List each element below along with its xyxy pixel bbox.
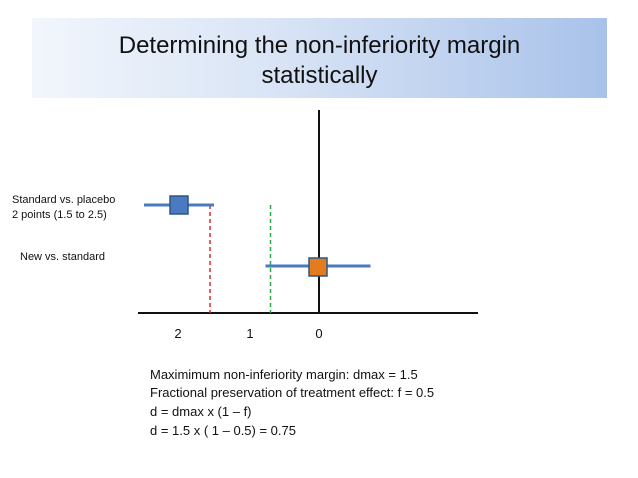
title-banner: Determining the non-inferiority margin s… [32, 18, 607, 98]
formula-d-result: d = 1.5 x ( 1 – 0.5) = 0.75 [150, 423, 296, 438]
formula-d-definition: d = dmax x (1 – f) [150, 404, 252, 419]
row-label-new-vs-standard: New vs. standard [20, 251, 105, 263]
formula-dmax: Maximimum non-inferiority margin: dmax =… [150, 367, 418, 382]
row-label-standard-ci: 2 points (1.5 to 2.5) [12, 209, 107, 221]
x-tick-label-1: 1 [246, 326, 254, 341]
new-vs-standard-estimate-marker [308, 257, 328, 277]
row-label-standard-vs-placebo: Standard vs. placebo [12, 194, 116, 206]
formula-fraction: Fractional preservation of treatment eff… [150, 385, 435, 400]
standard-vs-placebo-estimate-marker [169, 195, 189, 215]
x-tick-label-2: 2 [174, 326, 182, 341]
x-tick-label-0: 0 [315, 326, 323, 341]
slide-title-line-1: Determining the non-inferiority margin [118, 32, 521, 59]
slide-title-line-2: statistically [261, 62, 378, 89]
